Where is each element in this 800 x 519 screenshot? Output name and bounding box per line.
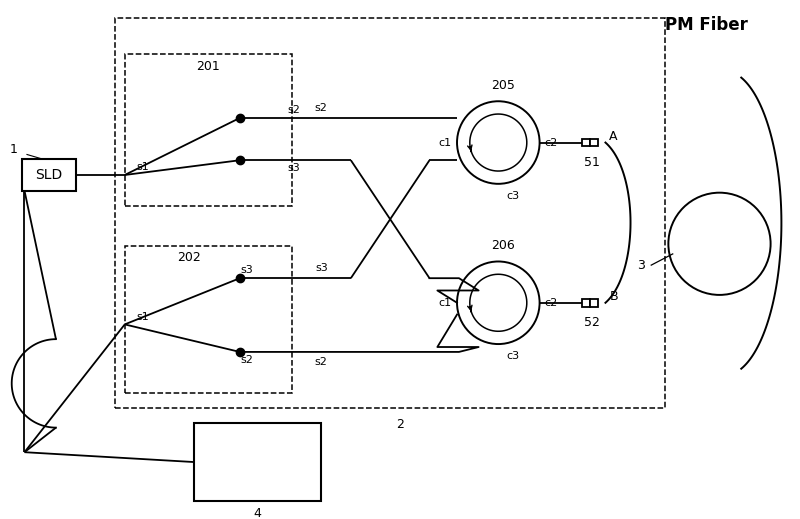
Text: s3: s3 [287, 163, 300, 173]
Bar [125, 246, 292, 393]
Text: A: A [610, 130, 618, 143]
Text: s3: s3 [315, 263, 328, 274]
Bar [590, 299, 598, 307]
Bar [582, 299, 590, 307]
Text: 4: 4 [254, 507, 262, 519]
Text: s3: s3 [241, 265, 254, 276]
Text: c1: c1 [438, 138, 452, 147]
Text: 52: 52 [584, 316, 600, 329]
Text: 51: 51 [584, 156, 600, 169]
Text: c3: c3 [506, 351, 520, 361]
Text: s2: s2 [315, 103, 328, 113]
Text: 2: 2 [396, 418, 404, 431]
Bar [582, 139, 590, 146]
Text: 3: 3 [637, 259, 645, 272]
Bar [22, 159, 76, 190]
Text: s2: s2 [241, 355, 254, 365]
Text: 201: 201 [197, 60, 220, 73]
Text: 206: 206 [491, 239, 515, 252]
Text: s1: s1 [136, 311, 149, 322]
Text: B: B [610, 290, 618, 304]
Text: 202: 202 [177, 251, 201, 264]
Bar [590, 139, 598, 146]
Text: s1: s1 [136, 162, 149, 172]
Text: c1: c1 [438, 298, 452, 308]
Text: c2: c2 [545, 298, 558, 308]
Bar [194, 422, 322, 501]
Text: c3: c3 [506, 190, 520, 201]
Text: PM Fiber: PM Fiber [666, 16, 748, 34]
Text: SLD: SLD [35, 168, 62, 182]
Text: 205: 205 [491, 79, 515, 92]
Bar [115, 18, 666, 408]
Text: 1: 1 [10, 143, 18, 156]
Text: c2: c2 [545, 138, 558, 147]
Text: s2: s2 [287, 105, 300, 115]
Bar [125, 54, 292, 207]
Text: s2: s2 [315, 357, 328, 367]
